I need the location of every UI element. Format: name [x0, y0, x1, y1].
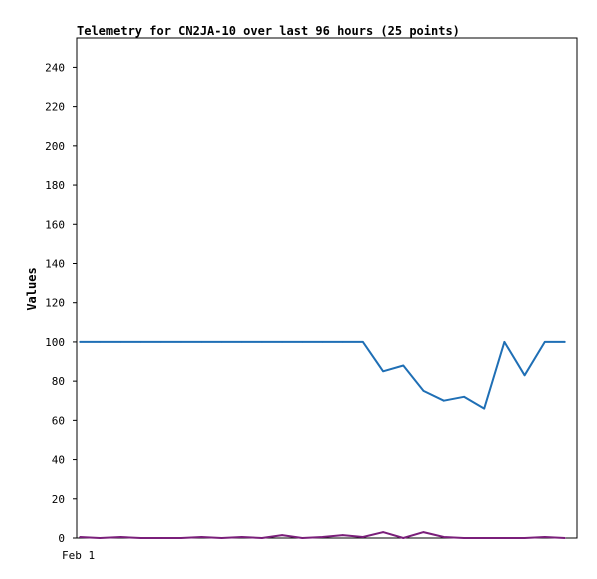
data-point [544, 536, 546, 538]
data-point [281, 534, 283, 536]
data-point [483, 407, 486, 410]
y-axis-label: Values [25, 267, 39, 310]
x-axis-ticks: Feb 1 [62, 549, 95, 562]
data-point [564, 537, 566, 539]
data-point [564, 341, 566, 343]
data-point [341, 341, 344, 343]
data-point [220, 537, 223, 539]
y-tick-label: 60 [52, 414, 65, 427]
data-point [523, 537, 526, 539]
data-point [99, 341, 101, 343]
data-point [463, 537, 465, 539]
data-point [503, 341, 506, 343]
data-point [341, 534, 344, 536]
y-tick-label: 220 [45, 101, 65, 114]
data-point [544, 341, 546, 343]
data-point [463, 396, 465, 398]
data-point [79, 341, 81, 343]
data-point [483, 537, 486, 539]
y-tick-label: 180 [45, 179, 65, 192]
data-point [240, 341, 243, 343]
data-point [79, 536, 81, 538]
data-point [382, 370, 384, 373]
data-point [402, 537, 405, 539]
y-tick-label: 240 [45, 61, 65, 74]
y-tick-label: 120 [45, 297, 65, 310]
y-tick-label: 80 [52, 375, 65, 388]
y-tick-label: 140 [45, 257, 65, 270]
y-axis-ticks: 0 20 40 60 80 100 120 140 160 180 200 220 240 [45, 61, 77, 545]
data-point [180, 537, 182, 539]
y-tick-label: 0 [58, 532, 65, 545]
data-point [321, 341, 324, 343]
data-point [200, 536, 203, 538]
x-tick-label: Feb 1 [62, 549, 95, 562]
data-point [119, 536, 122, 538]
data-point [220, 341, 223, 343]
data-point [99, 537, 101, 539]
y-tick-label: 200 [45, 140, 65, 153]
data-point [160, 341, 162, 343]
data-point [422, 390, 425, 392]
data-point [200, 341, 203, 343]
data-point [281, 341, 283, 343]
data-point [139, 341, 142, 343]
data-point [321, 536, 324, 538]
data-point [240, 536, 243, 538]
data-point [382, 531, 384, 533]
data-point [443, 399, 445, 402]
data-point [503, 537, 506, 539]
data-point [261, 341, 263, 343]
data-point [301, 537, 304, 539]
data-point [362, 536, 364, 538]
chart-title: Telemetry for CN2JA-10 over last 96 hour… [77, 24, 460, 38]
data-point [139, 537, 142, 539]
data-point [402, 364, 405, 367]
data-point [523, 374, 526, 377]
series-lines [79, 340, 566, 539]
data-point [180, 341, 182, 343]
plot-area [76, 37, 578, 539]
data-point [160, 537, 162, 539]
data-point [443, 536, 445, 538]
data-point [362, 341, 364, 343]
data-point [301, 341, 304, 343]
y-tick-label: 160 [45, 218, 65, 231]
data-point [261, 537, 263, 539]
y-tick-label: 100 [45, 336, 65, 349]
y-tick-label: 20 [52, 493, 65, 506]
data-point [119, 341, 122, 343]
y-tick-label: 40 [52, 454, 65, 467]
data-point [422, 531, 425, 533]
